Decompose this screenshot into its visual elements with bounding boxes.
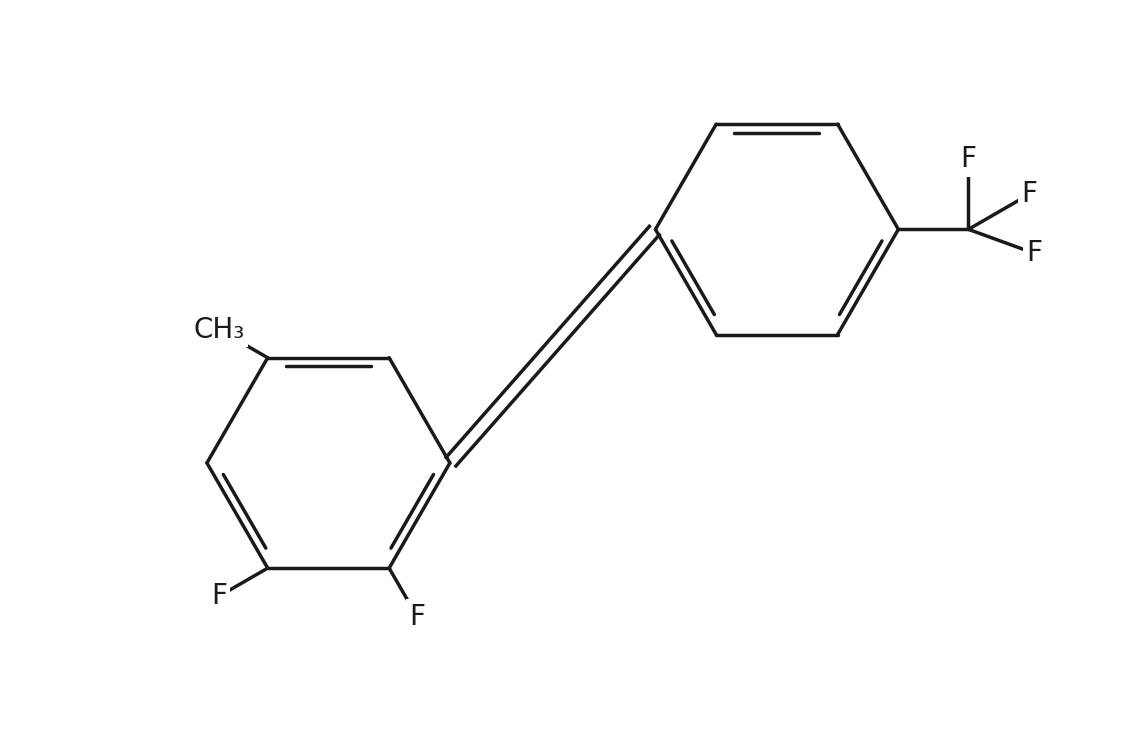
Text: F: F: [1021, 180, 1037, 208]
Text: CH₃: CH₃: [193, 316, 245, 344]
Text: F: F: [211, 582, 227, 610]
Text: F: F: [960, 146, 977, 173]
Text: F: F: [1026, 239, 1042, 268]
Text: F: F: [409, 603, 425, 630]
